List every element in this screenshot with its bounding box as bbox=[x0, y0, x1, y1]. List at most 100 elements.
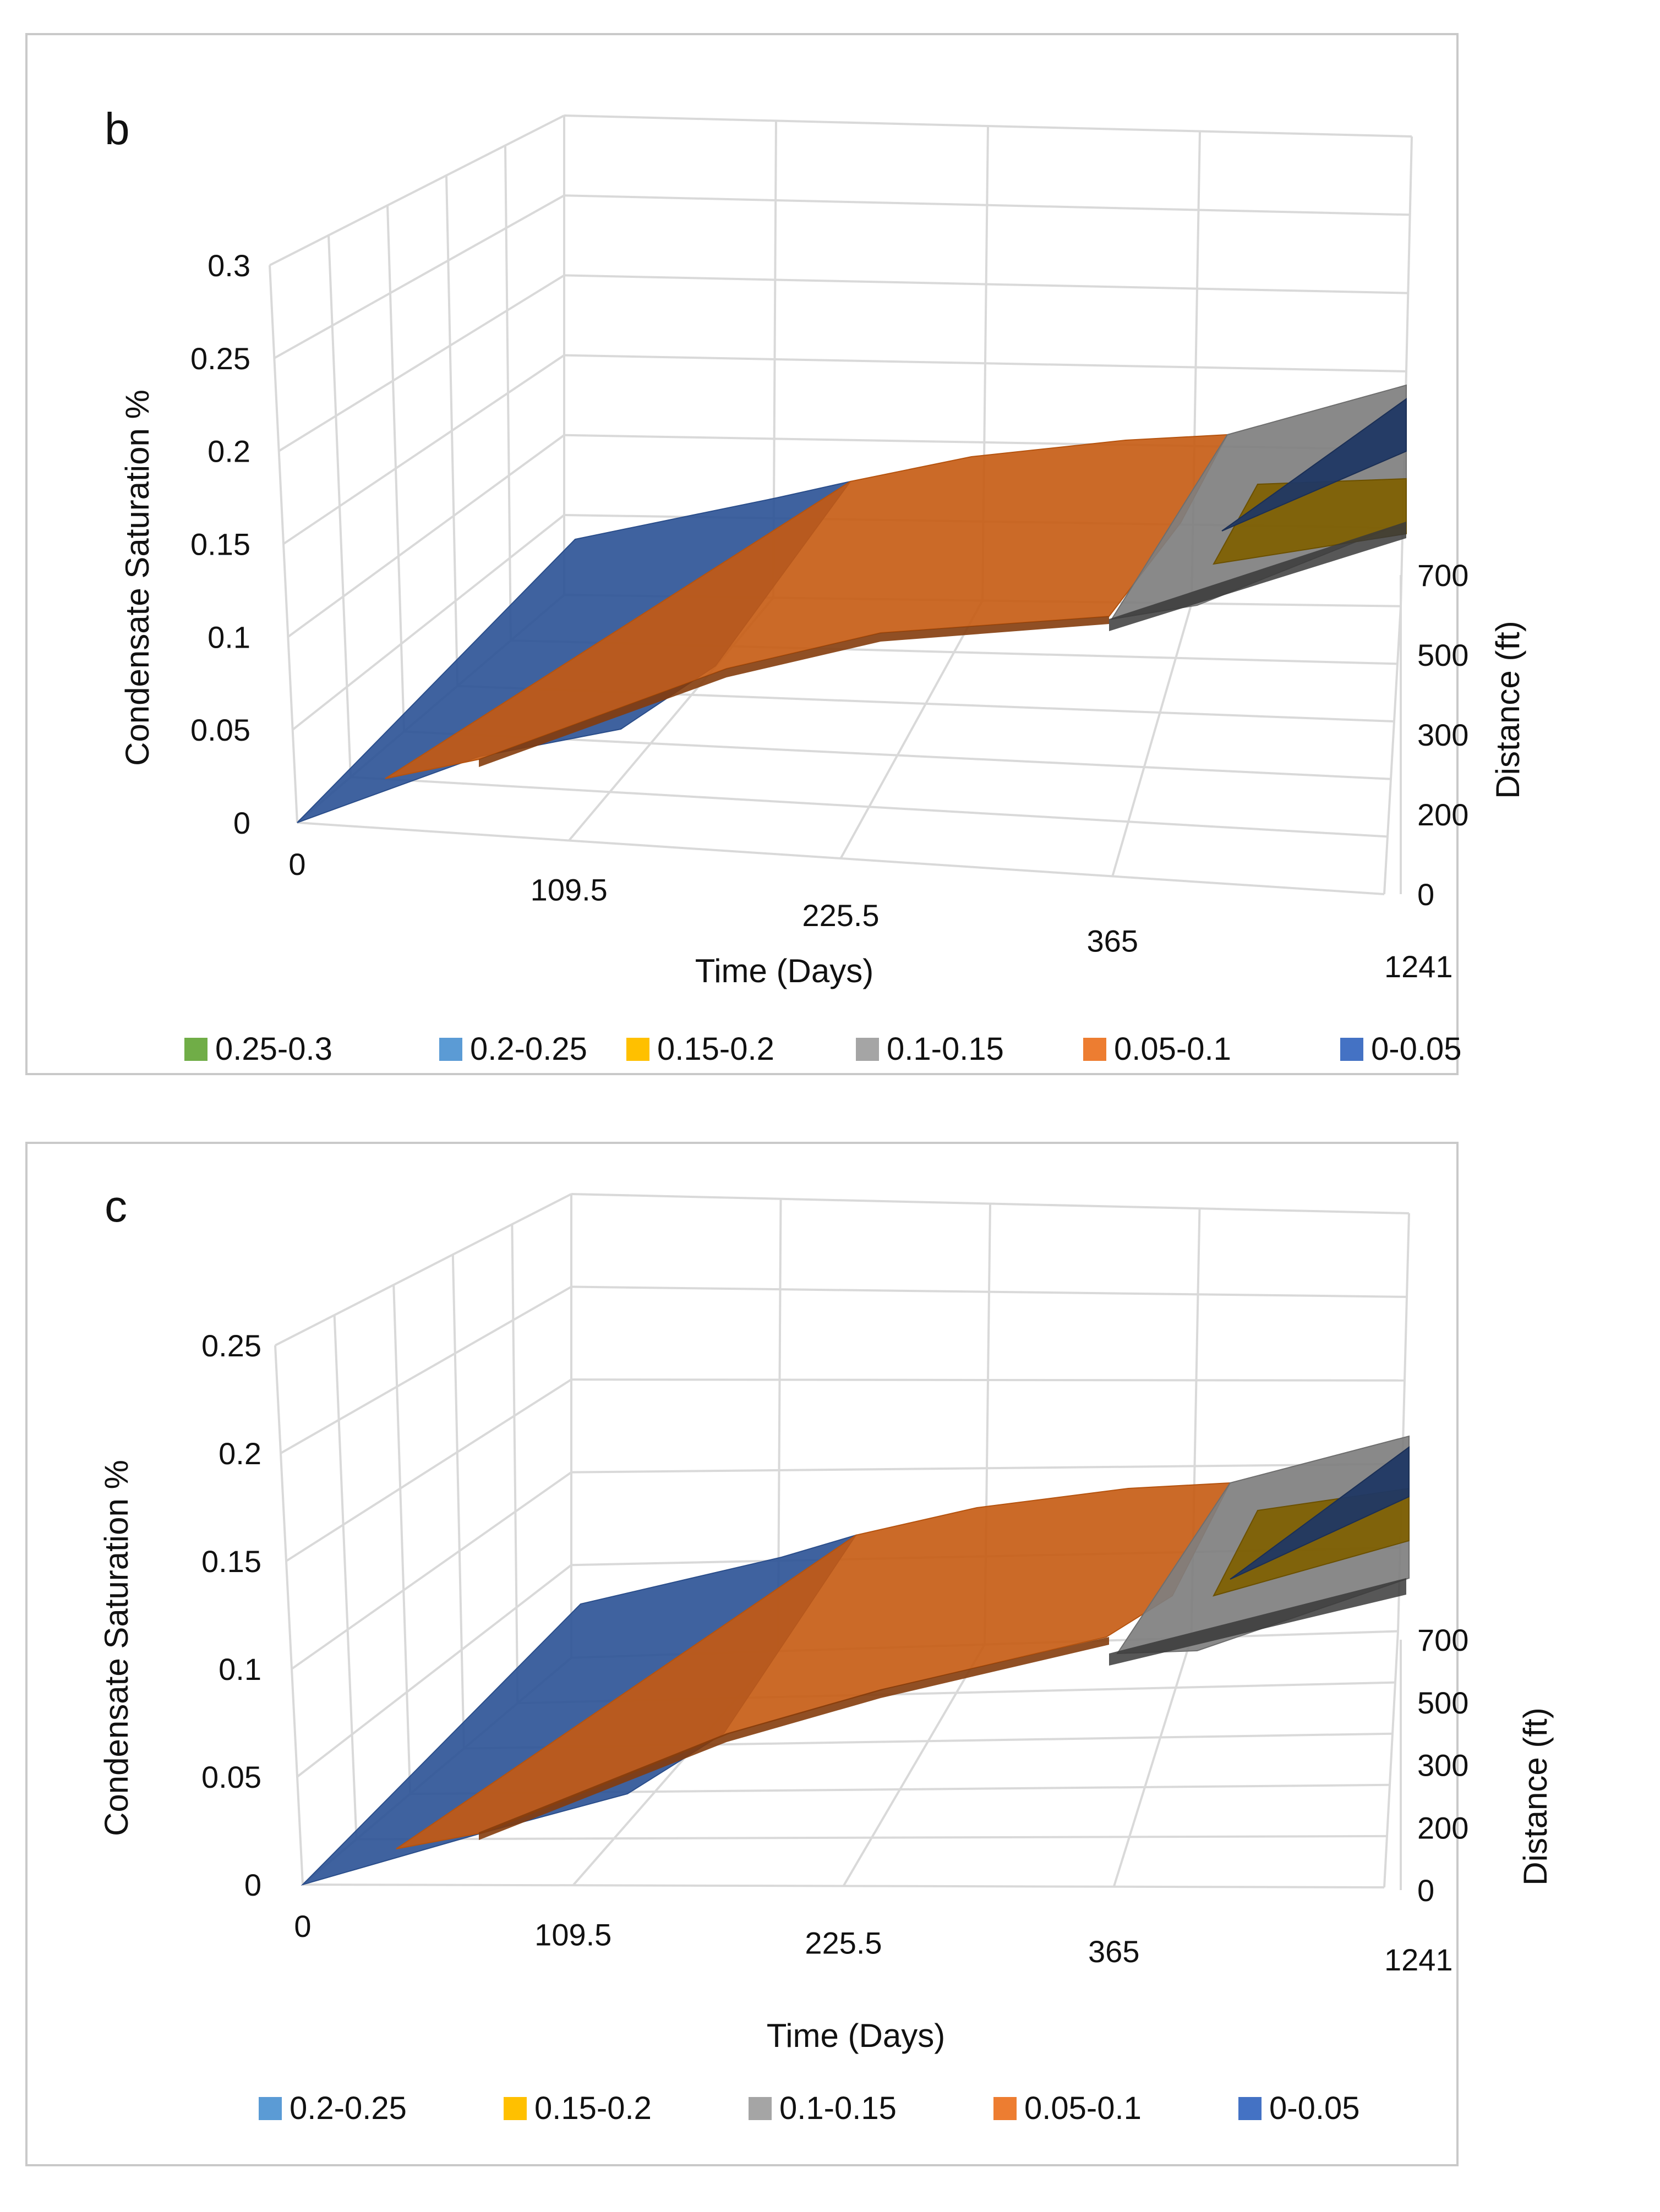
surface-band-top bbox=[1221, 398, 1407, 532]
z-axis-title: Distance (ft) bbox=[1489, 621, 1526, 798]
z-tick-label: 500 bbox=[1417, 638, 1468, 672]
side-gridline bbox=[275, 1193, 572, 1346]
side-vertical-gridline bbox=[327, 235, 352, 778]
legend-item: 0.25-0.3 bbox=[184, 1031, 332, 1067]
legend-swatch bbox=[504, 2097, 527, 2120]
y-tick-label: 0 bbox=[244, 1868, 261, 1902]
y-tick-label: 0.25 bbox=[190, 341, 250, 376]
x-axis-title: Time (Days) bbox=[767, 2017, 945, 2054]
side-vertical-gridline bbox=[511, 1224, 519, 1704]
legend-item: 0-0.05 bbox=[1340, 1031, 1461, 1067]
surface-band-top bbox=[1230, 1446, 1410, 1580]
z-tick-label: 500 bbox=[1417, 1685, 1468, 1720]
z-tick-label: 700 bbox=[1417, 558, 1468, 593]
floor-gridline bbox=[1111, 603, 1193, 877]
legend-swatch bbox=[439, 1038, 462, 1061]
y-axis-title: Condensate Saturation % bbox=[119, 390, 156, 766]
z-tick-label: 0 bbox=[1417, 877, 1434, 912]
x-tick-label: 225.5 bbox=[802, 898, 879, 933]
y-tick-label: 0.15 bbox=[190, 527, 250, 562]
side-gridline bbox=[291, 1471, 572, 1670]
legend-item: 0.05-0.1 bbox=[1083, 1031, 1231, 1067]
legend-swatch bbox=[626, 1038, 649, 1061]
z-tick-label: 200 bbox=[1417, 1810, 1468, 1845]
y-tick-label: 0 bbox=[233, 806, 250, 840]
legend-item: 0-0.05 bbox=[1238, 2090, 1359, 2126]
x-axis-line bbox=[297, 822, 1385, 895]
surface bbox=[297, 384, 1407, 823]
y-tick-label: 0.1 bbox=[219, 1652, 261, 1687]
surface-underside bbox=[1109, 1578, 1406, 1666]
side-gridline bbox=[269, 114, 565, 266]
surface-band-0.05-0.1 bbox=[396, 1482, 1231, 1849]
floor-gridline bbox=[839, 600, 984, 859]
z-tick-label: 300 bbox=[1417, 1748, 1468, 1783]
legend-label: 0.25-0.3 bbox=[215, 1031, 332, 1067]
surface-edge bbox=[479, 1637, 1109, 1840]
legend-swatch bbox=[749, 2097, 772, 2120]
chart-panel-c: c 0 0.05 0.1 0.15 0.2 0.25 0 109.5 225.5 365 1241 0 2… bbox=[25, 1142, 1554, 2166]
x-tick-label: 365 bbox=[1087, 924, 1138, 959]
floor-gridline bbox=[1383, 606, 1402, 895]
legend-label: 0.15-0.2 bbox=[534, 2090, 652, 2126]
legend-item: 0.1-0.15 bbox=[856, 1031, 1004, 1067]
legend-label: 0-0.05 bbox=[1269, 2090, 1359, 2126]
legend-swatch bbox=[259, 2097, 282, 2120]
legend: 0.25-0.3 0.2-0.25 0.15-0.2 0.1-0.15 0.05-0.1… bbox=[184, 1031, 1461, 1067]
x-tick-label: 0 bbox=[294, 1909, 311, 1943]
z-tick-label: 300 bbox=[1417, 718, 1468, 752]
surface-underside bbox=[1109, 522, 1406, 631]
x-tick-label: 1241 bbox=[1384, 1942, 1453, 1977]
legend-label: 0.2-0.25 bbox=[470, 1031, 587, 1067]
chart-frame bbox=[25, 1142, 1459, 2166]
legend-label: 0.15-0.2 bbox=[657, 1031, 774, 1067]
floor-depth-gridline bbox=[356, 1835, 1388, 1841]
side-vertical-gridline bbox=[504, 145, 512, 640]
legend-swatch bbox=[184, 1038, 208, 1061]
y-axis-line bbox=[274, 1345, 304, 1885]
legend-label: 0.2-0.25 bbox=[290, 2090, 407, 2126]
legend-swatch bbox=[993, 2097, 1017, 2120]
z-tick-label: 700 bbox=[1417, 1623, 1468, 1657]
side-vertical-gridline bbox=[392, 1284, 412, 1794]
side-gridline bbox=[280, 1285, 572, 1454]
side-gridline bbox=[285, 1378, 572, 1562]
side-gridline bbox=[287, 434, 565, 638]
legend-item: 0.15-0.2 bbox=[626, 1031, 774, 1067]
legend-item: 0.05-0.1 bbox=[993, 2090, 1142, 2126]
side-gridline bbox=[274, 194, 565, 359]
x-tick-label: 1241 bbox=[1384, 949, 1453, 984]
legend-swatch bbox=[1238, 2097, 1262, 2120]
x-tick-label: 109.5 bbox=[531, 873, 608, 907]
y-axis-line bbox=[269, 265, 298, 823]
legend-item: 0.2-0.25 bbox=[439, 1031, 587, 1067]
y-tick-label: 0.15 bbox=[201, 1544, 261, 1579]
x-tick-label: 0 bbox=[288, 847, 305, 881]
y-tick-label: 0.3 bbox=[208, 248, 250, 283]
chart-frame bbox=[25, 33, 1459, 1075]
panel-letter: c bbox=[105, 1181, 127, 1231]
x-axis-line bbox=[302, 1884, 1385, 1888]
surface bbox=[301, 1435, 1410, 1886]
x-tick-label: 109.5 bbox=[534, 1917, 611, 1952]
chart-panel-b: b 0 0.05 0.1 0.15 0.2 0.25 0.3 0 109.5 225.5 365 124… bbox=[25, 33, 1526, 1075]
floor-gridline bbox=[1112, 1637, 1193, 1887]
legend-label: 0.1-0.15 bbox=[887, 1031, 1004, 1067]
side-vertical-gridline bbox=[333, 1315, 358, 1839]
legend-swatch bbox=[856, 1038, 879, 1061]
y-tick-label: 0.05 bbox=[201, 1760, 261, 1794]
y-tick-label: 0.2 bbox=[219, 1436, 261, 1471]
x-tick-label: 225.5 bbox=[805, 1926, 882, 1961]
x-axis-title: Time (Days) bbox=[695, 952, 873, 989]
legend-label: 0.05-0.1 bbox=[1024, 2090, 1142, 2126]
side-gridline bbox=[282, 354, 565, 545]
floor-depth-gridline bbox=[350, 776, 1388, 838]
y-tick-label: 0.1 bbox=[208, 620, 250, 654]
legend-label: 0-0.05 bbox=[1371, 1031, 1461, 1067]
side-vertical-gridline bbox=[451, 1254, 465, 1749]
legend-swatch bbox=[1083, 1038, 1106, 1061]
z-tick-label: 200 bbox=[1417, 797, 1468, 832]
legend-label: 0.05-0.1 bbox=[1114, 1031, 1231, 1067]
legend-swatch bbox=[1340, 1038, 1363, 1061]
